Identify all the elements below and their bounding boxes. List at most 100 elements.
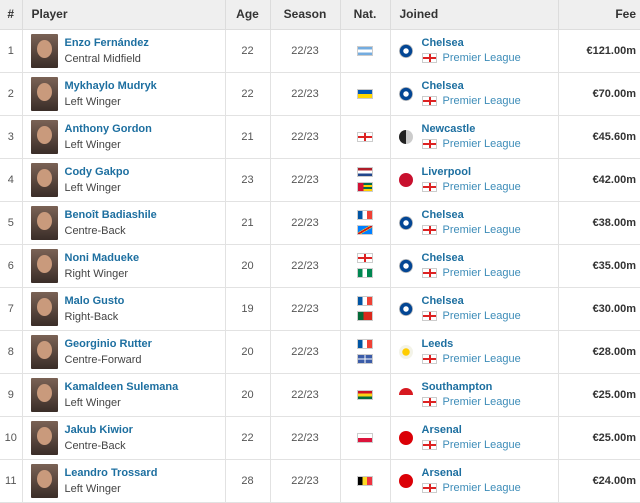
chelsea-badge-icon[interactable]: [398, 258, 413, 273]
flag-england-icon: [421, 311, 437, 321]
header-nat[interactable]: Nat.: [340, 0, 391, 30]
league-link[interactable]: Premier League: [442, 310, 521, 322]
club-link[interactable]: Newcastle: [421, 123, 476, 135]
league-link[interactable]: Premier League: [442, 396, 521, 408]
club-link[interactable]: Leeds: [421, 338, 454, 350]
transfer-fee[interactable]: €70.00m: [558, 72, 640, 116]
league-link[interactable]: Premier League: [442, 353, 521, 365]
transfer-fee[interactable]: €30.00m: [558, 287, 640, 331]
arsenal-badge-icon[interactable]: [398, 430, 413, 445]
player-name-link[interactable]: Benoît Badiashile: [64, 208, 157, 221]
transfer-fee[interactable]: €25.00m: [558, 416, 640, 460]
player-name-link[interactable]: Anthony Gordon: [64, 122, 152, 135]
player-photo[interactable]: [30, 119, 58, 154]
player-photo[interactable]: [30, 205, 58, 240]
header-joined[interactable]: Joined: [390, 0, 559, 30]
player-photo[interactable]: [30, 463, 58, 498]
league-link[interactable]: Premier League: [442, 224, 521, 236]
player-photo[interactable]: [30, 334, 58, 369]
season: 22/23: [270, 158, 341, 202]
season: 22/23: [270, 330, 341, 374]
transfer-fee[interactable]: €42.00m: [558, 158, 640, 202]
league-link[interactable]: Premier League: [442, 52, 521, 64]
league-link[interactable]: Premier League: [442, 267, 521, 279]
player-photo[interactable]: [30, 377, 58, 412]
player-photo[interactable]: [30, 248, 58, 283]
transfer-fee[interactable]: €45.60m: [558, 115, 640, 159]
table-row: 10 Jakub Kiwior Centre-Back 22 22/23 Arse…: [0, 416, 640, 460]
transfer-fee[interactable]: €28.00m: [558, 330, 640, 374]
chelsea-badge-icon[interactable]: [398, 215, 413, 230]
transfer-fee[interactable]: €35.00m: [558, 244, 640, 288]
header-player[interactable]: Player: [22, 0, 226, 30]
transfer-fee[interactable]: €38.00m: [558, 201, 640, 245]
header-rank[interactable]: #: [0, 0, 23, 30]
nationality-flags: [341, 45, 390, 56]
club-link[interactable]: Liverpool: [421, 166, 472, 178]
league-link[interactable]: Premier League: [442, 439, 521, 451]
arsenal-badge-icon[interactable]: [398, 473, 413, 488]
rank: 6: [0, 244, 23, 288]
table-row: 5 Benoît Badiashile Centre-Back 21 22/23 …: [0, 201, 640, 245]
flag-england-icon: [421, 96, 437, 106]
player-photo[interactable]: [30, 291, 58, 326]
club-link[interactable]: Chelsea: [421, 209, 464, 221]
club-link[interactable]: Arsenal: [421, 424, 462, 436]
player-position: Left Winger: [64, 396, 121, 409]
league-link[interactable]: Premier League: [442, 482, 521, 494]
player-name-link[interactable]: Enzo Fernández: [64, 36, 149, 49]
transfer-fee[interactable]: €25.00m: [558, 373, 640, 417]
club-link[interactable]: Arsenal: [421, 467, 462, 479]
flag-england-icon: [421, 268, 437, 278]
club-link[interactable]: Southampton: [421, 381, 493, 393]
league-link[interactable]: Premier League: [442, 138, 521, 150]
flag-england-icon: [421, 483, 437, 493]
rank: 4: [0, 158, 23, 202]
player-name-link[interactable]: Leandro Trossard: [64, 466, 158, 479]
player-photo[interactable]: [30, 33, 58, 68]
rank: 5: [0, 201, 23, 245]
player-photo[interactable]: [30, 420, 58, 455]
leeds-badge-icon[interactable]: [398, 344, 413, 359]
player-name-link[interactable]: Kamaldeen Sulemana: [64, 380, 179, 393]
player-photo[interactable]: [30, 162, 58, 197]
southampton-badge-icon[interactable]: [398, 387, 413, 402]
player-name-link[interactable]: Noni Madueke: [64, 251, 140, 264]
table-row: 3 Anthony Gordon Left Winger 21 22/23 New…: [0, 115, 640, 159]
flag-netherlands-icon: [357, 167, 373, 177]
player-name-link[interactable]: Georginio Rutter: [64, 337, 152, 350]
player-name-link[interactable]: Cody Gakpo: [64, 165, 130, 178]
header-age[interactable]: Age: [225, 0, 271, 30]
chelsea-badge-icon[interactable]: [398, 301, 413, 316]
newcastle-badge-icon[interactable]: [398, 129, 413, 144]
chelsea-badge-icon[interactable]: [398, 86, 413, 101]
club-link[interactable]: Chelsea: [421, 80, 464, 92]
flag-england-icon: [421, 53, 437, 63]
flag-england-icon: [421, 440, 437, 450]
header-fee[interactable]: Fee: [558, 0, 640, 30]
table-row: 8 Georginio Rutter Centre-Forward 20 22/2…: [0, 330, 640, 374]
flag-dr-congo-icon: [357, 225, 373, 235]
player-name-link[interactable]: Malo Gusto: [64, 294, 125, 307]
league-link[interactable]: Premier League: [442, 181, 521, 193]
header-season[interactable]: Season: [270, 0, 341, 30]
league-link[interactable]: Premier League: [442, 95, 521, 107]
transfer-fee[interactable]: €121.00m: [558, 29, 640, 73]
player-name-link[interactable]: Jakub Kiwior: [64, 423, 133, 436]
season: 22/23: [270, 287, 341, 331]
player-name-link[interactable]: Mykhaylo Mudryk: [64, 79, 157, 92]
transfer-fee[interactable]: €24.00m: [558, 459, 640, 503]
player-position: Right Winger: [64, 267, 129, 280]
flag-togo-icon: [357, 182, 373, 192]
nationality-flags: [341, 296, 390, 321]
rank: 11: [0, 459, 23, 503]
club-link[interactable]: Chelsea: [421, 295, 464, 307]
chelsea-badge-icon[interactable]: [398, 43, 413, 58]
club-link[interactable]: Chelsea: [421, 37, 464, 49]
liverpool-badge-icon[interactable]: [398, 172, 413, 187]
player-photo[interactable]: [30, 76, 58, 111]
flag-england-icon: [421, 225, 437, 235]
club-link[interactable]: Chelsea: [421, 252, 464, 264]
nationality-flags: [341, 131, 390, 142]
